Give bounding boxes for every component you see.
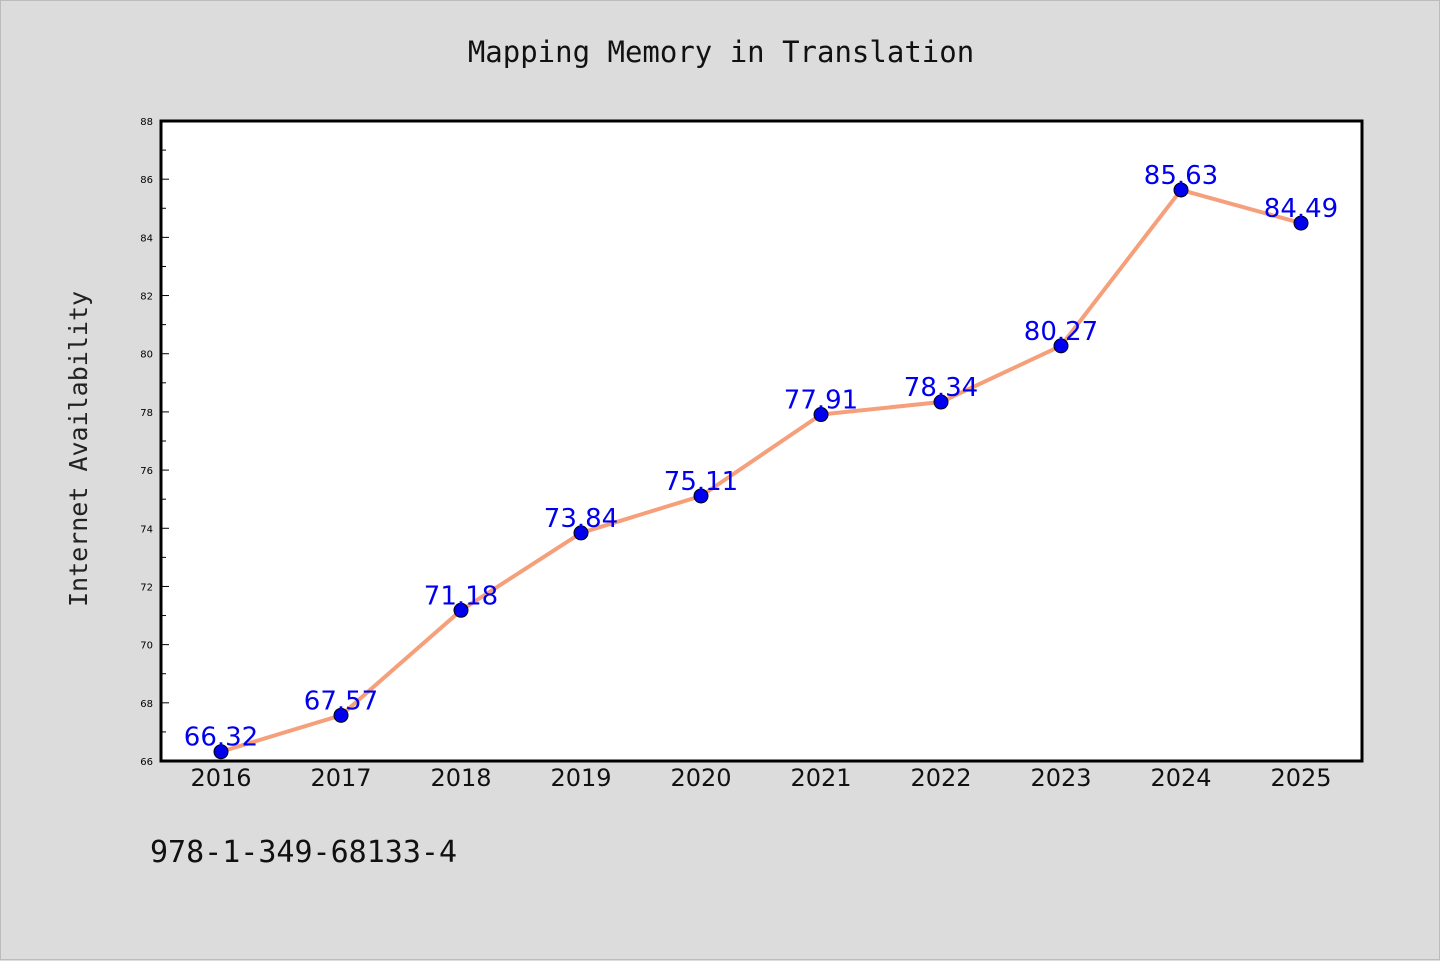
x-tick-label: 2021	[790, 764, 851, 792]
y-tick-label: 66	[140, 757, 153, 768]
x-tick-label: 2023	[1030, 764, 1091, 792]
y-tick-label: 72	[140, 582, 153, 593]
y-tick-label: 74	[140, 524, 153, 535]
data-point	[1173, 182, 1189, 198]
y-tick-label: 84	[140, 233, 153, 244]
data-point	[1293, 215, 1309, 231]
isbn-text: 978-1-349-68133-4	[150, 835, 458, 870]
plot-area	[159, 119, 1364, 763]
data-label: 75.11	[664, 467, 738, 497]
y-tick-label: 78	[140, 408, 153, 419]
chart-title: Mapping Memory in Translation	[467, 35, 975, 69]
x-tick-label: 2019	[550, 764, 611, 792]
data-point	[1053, 338, 1069, 354]
data-label: 84.49	[1264, 194, 1338, 224]
y-tick-label: 68	[140, 699, 153, 710]
y-tick-label: 70	[140, 641, 153, 652]
data-point	[333, 707, 349, 723]
data-point	[213, 744, 229, 760]
x-tick-label: 2017	[310, 764, 371, 792]
data-label: 80.27	[1024, 317, 1098, 347]
data-label: 73.84	[544, 504, 618, 534]
data-point	[693, 488, 709, 504]
x-axis: 2016 2017 2018 2019 2020 2021 2022 2023 2024 2025	[190, 764, 1331, 792]
data-labels-group: 66.32 67.57 71.18 73.84 75.11 77.91 78.34 80.27…	[184, 161, 1338, 753]
x-tick-label: 2024	[1150, 764, 1211, 792]
data-label: 71.18	[424, 581, 498, 611]
data-label: 85.63	[1144, 161, 1218, 191]
data-label: 77.91	[784, 386, 858, 416]
y-tick-label: 82	[140, 292, 153, 303]
markers-group	[213, 182, 1309, 760]
data-point	[453, 602, 469, 618]
data-label: 78.34	[904, 373, 978, 403]
x-tick-label: 2020	[670, 764, 731, 792]
x-tick-label: 2016	[190, 764, 251, 792]
x-tick-label: 2025	[1270, 764, 1331, 792]
y-tick-label: 88	[140, 117, 153, 128]
y-tick-label: 80	[140, 350, 153, 361]
data-point	[933, 394, 949, 410]
y-axis: 66 68 70 72 74 76 78 80 82 84 86 88	[140, 117, 169, 768]
data-point	[813, 407, 829, 423]
data-label: 66.32	[184, 723, 258, 753]
x-tick-label: 2022	[910, 764, 971, 792]
series-line-group	[219, 187, 1303, 754]
y-axis-label: Internet Availability	[64, 291, 93, 607]
data-label: 67.57	[304, 686, 378, 716]
y-tick-label: 76	[140, 466, 153, 477]
x-tick-label: 2018	[430, 764, 491, 792]
data-point	[573, 525, 589, 541]
series-line	[219, 187, 1303, 754]
y-tick-label: 86	[140, 175, 153, 186]
